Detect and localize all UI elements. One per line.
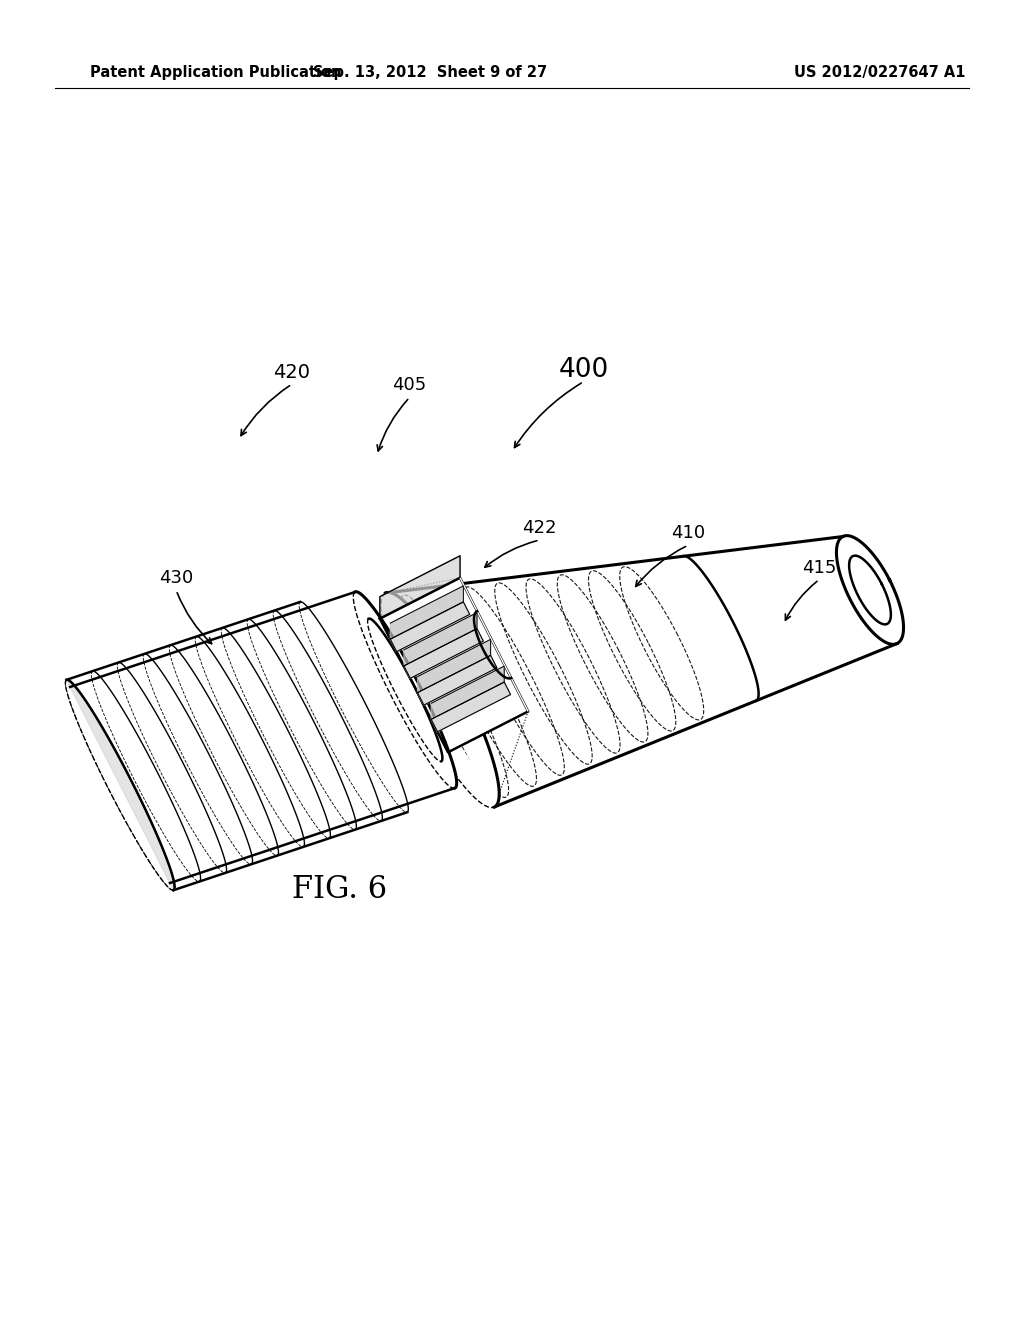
Polygon shape [390, 586, 464, 639]
Text: 405: 405 [392, 376, 427, 395]
Polygon shape [67, 602, 408, 890]
Polygon shape [67, 680, 175, 890]
Text: 400: 400 [558, 356, 609, 383]
Polygon shape [460, 578, 528, 711]
Polygon shape [380, 556, 460, 619]
Text: 420: 420 [273, 363, 310, 381]
Text: US 2012/0227647 A1: US 2012/0227647 A1 [795, 65, 966, 79]
Polygon shape [385, 536, 897, 807]
Text: Sep. 13, 2012  Sheet 9 of 27: Sep. 13, 2012 Sheet 9 of 27 [313, 65, 547, 79]
Polygon shape [390, 602, 470, 652]
Polygon shape [70, 591, 455, 883]
Polygon shape [837, 536, 903, 644]
Text: 430: 430 [159, 569, 194, 587]
Text: 422: 422 [522, 519, 557, 537]
Polygon shape [431, 667, 504, 719]
Polygon shape [403, 628, 483, 678]
Text: FIG. 6: FIG. 6 [293, 874, 387, 906]
Polygon shape [403, 612, 477, 665]
Polygon shape [385, 593, 499, 807]
Polygon shape [431, 682, 511, 731]
Text: 410: 410 [671, 524, 706, 543]
Polygon shape [380, 578, 528, 752]
Polygon shape [355, 591, 457, 788]
Polygon shape [418, 639, 490, 693]
Polygon shape [418, 655, 497, 705]
Text: 415: 415 [802, 558, 837, 577]
Text: Patent Application Publication: Patent Application Publication [90, 65, 341, 79]
